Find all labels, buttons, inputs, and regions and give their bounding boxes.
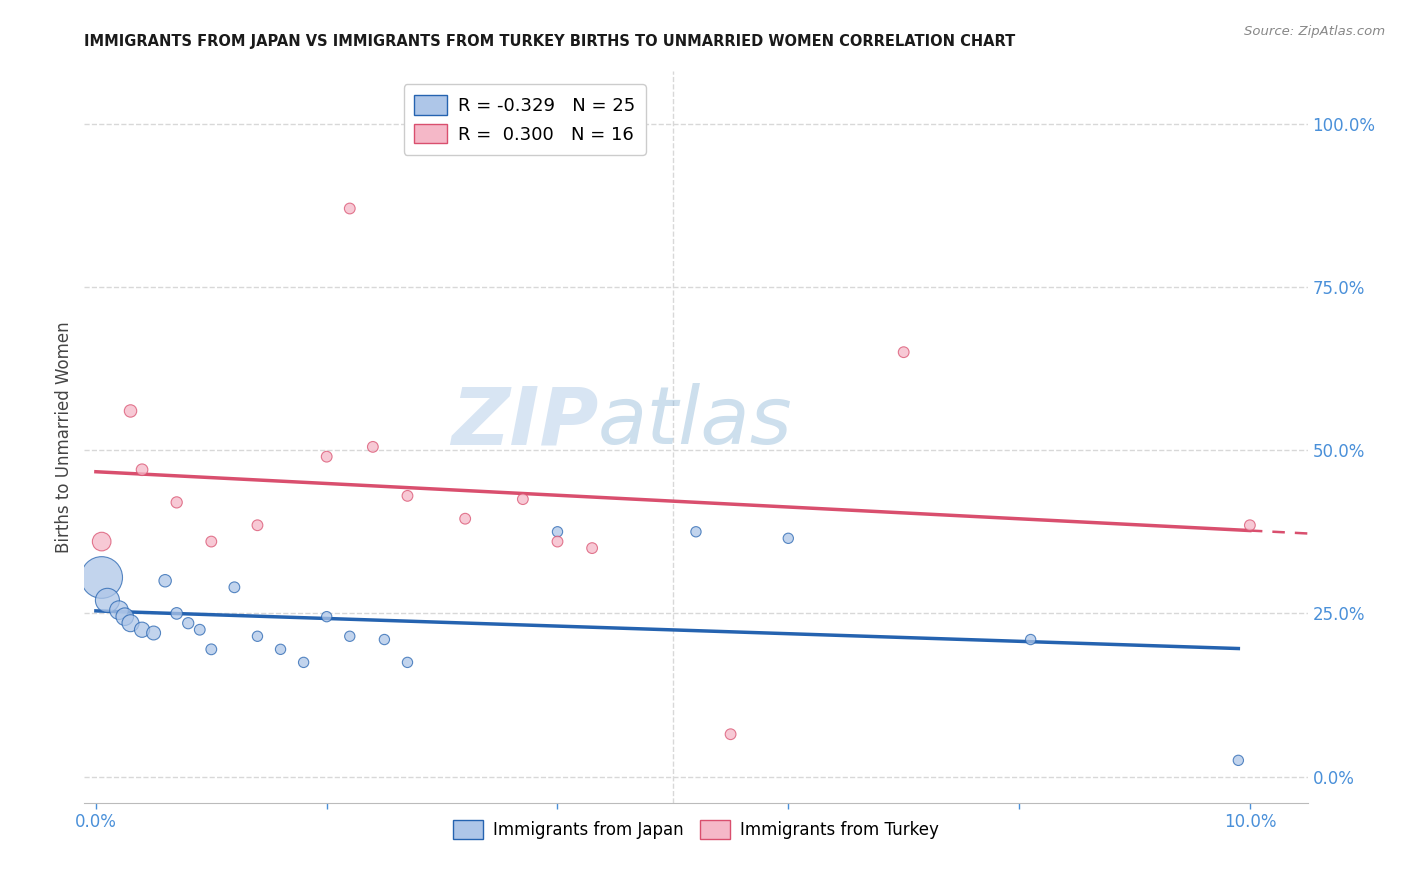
Point bbox=[166, 607, 188, 621]
Point bbox=[1227, 753, 1250, 767]
Point bbox=[396, 656, 419, 670]
Point bbox=[224, 580, 246, 594]
Point bbox=[1239, 518, 1261, 533]
Point bbox=[114, 609, 136, 624]
Point bbox=[396, 489, 419, 503]
Point bbox=[200, 534, 222, 549]
Point bbox=[893, 345, 915, 359]
Point bbox=[292, 656, 315, 670]
Point bbox=[131, 463, 153, 477]
Point bbox=[547, 534, 569, 549]
Point bbox=[246, 518, 269, 533]
Legend: Immigrants from Japan, Immigrants from Turkey: Immigrants from Japan, Immigrants from T… bbox=[446, 814, 946, 846]
Point bbox=[1019, 632, 1042, 647]
Point bbox=[246, 629, 269, 643]
Point bbox=[315, 609, 337, 624]
Point bbox=[142, 626, 165, 640]
Point bbox=[720, 727, 742, 741]
Point bbox=[339, 629, 361, 643]
Point bbox=[90, 570, 112, 584]
Point bbox=[188, 623, 211, 637]
Point bbox=[454, 512, 477, 526]
Point bbox=[512, 492, 534, 507]
Text: IMMIGRANTS FROM JAPAN VS IMMIGRANTS FROM TURKEY BIRTHS TO UNMARRIED WOMEN CORREL: IMMIGRANTS FROM JAPAN VS IMMIGRANTS FROM… bbox=[84, 35, 1015, 49]
Text: Source: ZipAtlas.com: Source: ZipAtlas.com bbox=[1244, 25, 1385, 38]
Point bbox=[361, 440, 384, 454]
Point bbox=[120, 404, 142, 418]
Text: ZIP: ZIP bbox=[451, 384, 598, 461]
Point bbox=[339, 202, 361, 216]
Point bbox=[177, 616, 200, 631]
Point bbox=[547, 524, 569, 539]
Point bbox=[581, 541, 603, 555]
Point bbox=[108, 603, 131, 617]
Point bbox=[153, 574, 176, 588]
Y-axis label: Births to Unmarried Women: Births to Unmarried Women bbox=[55, 321, 73, 553]
Point bbox=[166, 495, 188, 509]
Point bbox=[120, 616, 142, 631]
Point bbox=[270, 642, 292, 657]
Point bbox=[778, 531, 800, 545]
Point bbox=[96, 593, 118, 607]
Point bbox=[90, 534, 112, 549]
Point bbox=[373, 632, 395, 647]
Point bbox=[131, 623, 153, 637]
Text: atlas: atlas bbox=[598, 384, 793, 461]
Point bbox=[315, 450, 337, 464]
Point bbox=[200, 642, 222, 657]
Point bbox=[685, 524, 707, 539]
